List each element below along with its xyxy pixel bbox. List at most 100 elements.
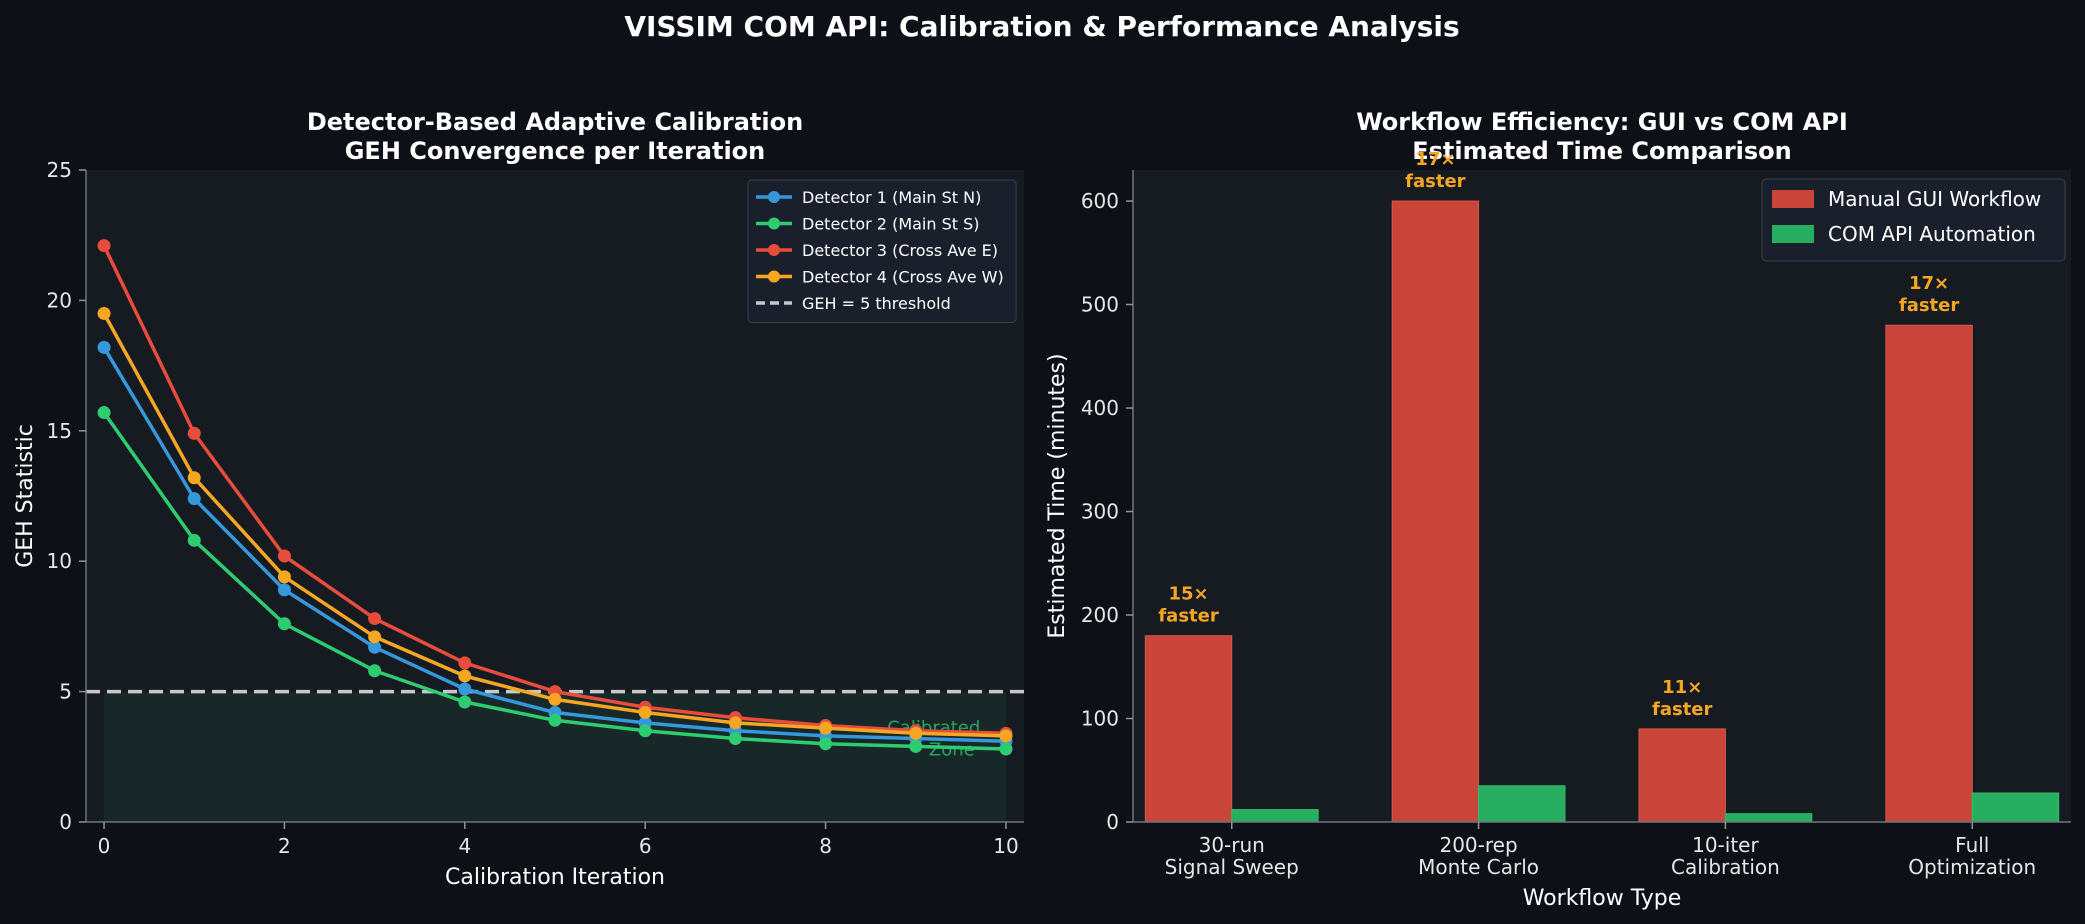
data-point	[368, 630, 382, 644]
y-tick-label: 25	[47, 158, 72, 182]
legend-box	[747, 179, 1017, 323]
x-tick-label: 8	[819, 834, 832, 858]
y-tick-label: 300	[1081, 500, 1119, 524]
legend-swatch	[1772, 190, 1814, 208]
speedup-annotation-sub-3: faster	[1652, 699, 1713, 720]
data-point	[458, 656, 472, 670]
gui-bar-1	[1144, 635, 1233, 823]
gui-bar-3	[1638, 728, 1726, 823]
data-point	[909, 739, 923, 753]
y-tick-label: 600	[1081, 189, 1119, 213]
data-point	[458, 669, 472, 683]
data-point	[819, 721, 833, 735]
api-bar-4	[1971, 792, 2060, 823]
data-point	[187, 426, 201, 440]
data-point	[909, 726, 923, 740]
x-tick-label: 6	[639, 834, 652, 858]
legend-marker	[768, 191, 780, 203]
legend-label: Detector 2 (Main St S)	[802, 215, 980, 234]
y-tick-label: 0	[1106, 810, 1119, 834]
chart-title-right-line1: Workflow Efficiency: GUI vs COM API	[1356, 108, 1848, 136]
x-tick-label-line2: Optimization	[1908, 855, 2036, 879]
x-tick-label-line1: 200-rep	[1439, 833, 1517, 857]
data-point	[999, 742, 1013, 756]
data-point	[458, 682, 472, 696]
y-axis-label-right: Estimated Time (minutes)	[1045, 353, 1070, 638]
data-point	[458, 695, 472, 709]
y-tick-label: 200	[1081, 603, 1119, 627]
legend-swatch	[1772, 225, 1814, 243]
x-tick-label-line1: Full	[1955, 833, 1989, 857]
gui-bar-2	[1391, 200, 1480, 823]
speedup-annotation-sub-2: faster	[1405, 171, 1466, 192]
data-point	[277, 570, 291, 584]
data-point	[368, 640, 382, 654]
data-point	[187, 471, 201, 485]
x-tick-label-line1: 30-run	[1199, 833, 1265, 857]
speedup-annotation-sub-1: faster	[1158, 606, 1219, 627]
x-tick-label-line2: Monte Carlo	[1418, 855, 1539, 879]
data-point	[999, 729, 1013, 743]
zone-label-line2: Zone	[929, 740, 975, 761]
legend-label: COM API Automation	[1828, 222, 2036, 246]
api-bar-3	[1724, 813, 1813, 823]
y-tick-label: 400	[1081, 396, 1119, 420]
chart-title-left-line2: GEH Convergence per Iteration	[345, 137, 766, 165]
y-tick-label: 20	[47, 288, 72, 312]
speedup-annotation-4: 17×	[1909, 273, 1949, 294]
figure-title: VISSIM COM API: Calibration & Performanc…	[624, 10, 1459, 43]
data-point	[187, 533, 201, 547]
x-axis-label-right: Workflow Type	[1523, 886, 1682, 911]
data-point	[97, 406, 111, 420]
x-tick-label-line1: 10-iter	[1692, 833, 1759, 857]
data-point	[728, 716, 742, 730]
data-point	[548, 713, 562, 727]
speedup-annotation-1: 15×	[1168, 584, 1208, 605]
data-point	[819, 737, 833, 751]
data-point	[277, 549, 291, 563]
legend-marker	[768, 270, 780, 283]
y-tick-label: 5	[59, 680, 72, 704]
data-point	[277, 583, 291, 597]
y-tick-label: 10	[47, 549, 72, 573]
legend-left: Detector 1 (Main St N) Detector 2 (Main S…	[747, 179, 1017, 323]
y-tick-label: 15	[47, 419, 72, 443]
legend-label: Manual GUI Workflow	[1828, 187, 2041, 211]
legend-marker	[768, 217, 780, 230]
x-tick-label-line2: Calibration	[1671, 855, 1780, 879]
data-point	[277, 617, 291, 631]
legend-label: GEH = 5 threshold	[802, 294, 951, 313]
data-point	[728, 732, 742, 746]
speedup-annotation-3: 11×	[1662, 677, 1702, 698]
legend-label: Detector 1 (Main St N)	[802, 188, 981, 207]
x-axis-label-left: Calibration Iteration	[445, 865, 665, 890]
data-point	[638, 705, 652, 719]
data-point	[638, 724, 652, 738]
gui-bar-4	[1885, 324, 1973, 823]
speedup-annotation-2: 17×	[1415, 149, 1455, 170]
x-tick-label: 0	[98, 834, 111, 858]
speedup-annotation-sub-4: faster	[1899, 295, 1960, 316]
geh-convergence-chart: Detector-Based Adaptive Calibration GEH …	[13, 108, 1024, 890]
legend-label: Detector 3 (Cross Ave E)	[802, 241, 998, 260]
legend-right: Manual GUI Workflow COM API Automation	[1761, 178, 2066, 262]
data-point	[368, 612, 382, 626]
data-point	[368, 664, 382, 678]
data-point	[97, 306, 111, 320]
workflow-efficiency-chart: Workflow Efficiency: GUI vs COM API Esti…	[1045, 108, 2071, 911]
y-tick-label: 500	[1081, 293, 1119, 317]
api-bar-2	[1478, 785, 1566, 823]
api-bar-1	[1231, 809, 1319, 823]
y-tick-label: 100	[1081, 707, 1119, 731]
data-point	[97, 340, 111, 354]
x-tick-label-line2: Signal Sweep	[1165, 855, 1299, 879]
chart-title-left-line1: Detector-Based Adaptive Calibration	[307, 108, 803, 136]
y-axis-label-left: GEH Statistic	[13, 424, 38, 568]
x-tick-label: 4	[458, 834, 471, 858]
data-point	[97, 239, 111, 253]
x-tick-label: 10	[993, 834, 1018, 858]
legend-marker	[768, 244, 780, 256]
legend-box	[1761, 178, 2066, 262]
x-tick-label: 2	[278, 834, 291, 858]
